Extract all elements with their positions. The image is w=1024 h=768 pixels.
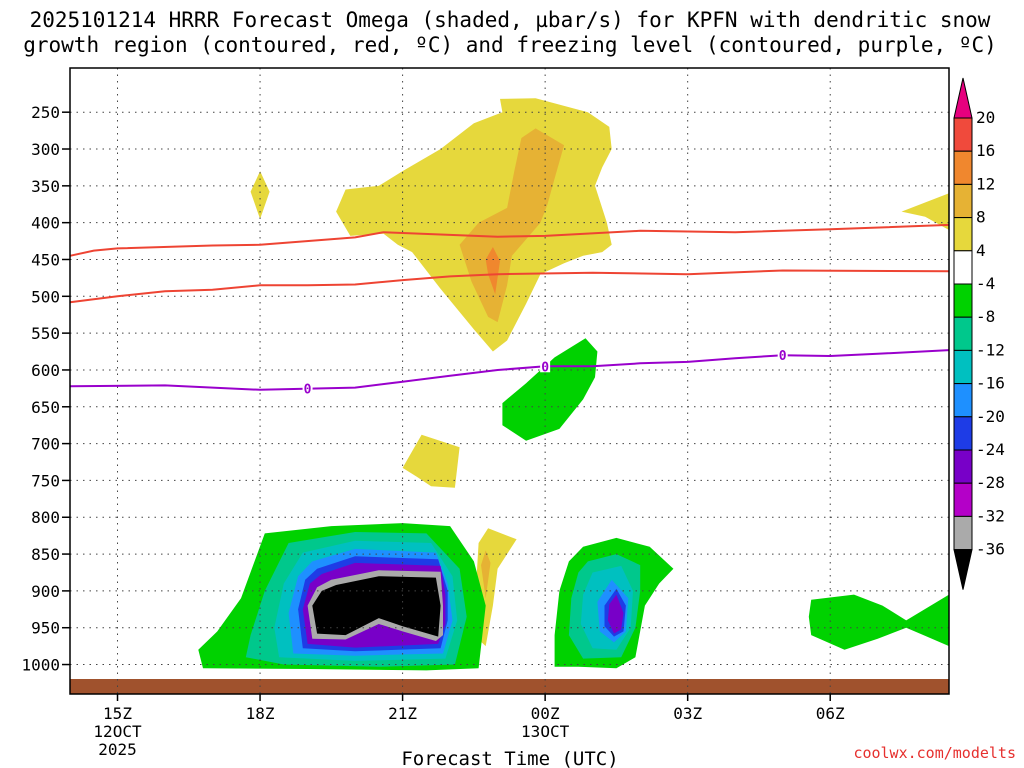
x-tick-label: 00Z xyxy=(531,704,560,723)
freezing-level-label: 0 xyxy=(779,349,787,364)
y-tick-label: 900 xyxy=(31,582,60,601)
y-tick-label: 250 xyxy=(31,103,60,122)
omega-region-right-green xyxy=(808,594,949,650)
colorbar-swatch xyxy=(953,349,973,385)
omega-region-orange-840 xyxy=(481,550,491,599)
omega-region-purple-925 xyxy=(607,594,624,634)
colorbar-swatch xyxy=(953,316,973,351)
colorbar-label: 20 xyxy=(976,108,995,127)
colorbar-label: -16 xyxy=(976,374,1005,393)
colorbar-swatch xyxy=(953,117,973,152)
x-axis-label: Forecast Time (UTC) xyxy=(401,748,618,768)
colorbar-label: -20 xyxy=(976,407,1005,426)
colorbar-top-arrow xyxy=(953,77,973,119)
chart-title-line2: growth region (contoured, red, ºC) and f… xyxy=(23,33,997,57)
colorbar-swatch xyxy=(953,283,973,318)
x-tick-label: 18Z xyxy=(246,704,275,723)
x-tick-label: 03Z xyxy=(673,704,702,723)
colorbar-label: -36 xyxy=(976,540,1005,559)
freezing-label-bg xyxy=(777,347,788,362)
y-tick-label: 700 xyxy=(31,435,60,454)
contour-lines: 0 0 0 xyxy=(69,223,950,398)
colorbar-swatch xyxy=(953,217,973,252)
colorbar-label: 4 xyxy=(976,241,986,260)
freezing-level-label: 0 xyxy=(304,383,312,398)
colorbar-swatch xyxy=(953,482,973,517)
colorbar-swatch xyxy=(953,515,973,551)
y-tick-label: 750 xyxy=(31,471,60,490)
y-tick-label: 350 xyxy=(31,177,60,196)
colorbar-swatch xyxy=(953,250,973,285)
y-tick-label: 1000 xyxy=(21,656,60,675)
credit-text: coolwx.com/modelts xyxy=(853,744,1016,762)
freezing-label-bg xyxy=(540,358,551,373)
omega-shaded-regions xyxy=(198,98,949,671)
y-tick-label: 550 xyxy=(31,324,60,343)
pressure-axis: 250 300 350 400 450 500 550 600 650 700 750 800 850 9… xyxy=(21,103,70,675)
omega-region-upper-yellow xyxy=(336,98,612,352)
chart-title-line1: 2025101214 HRRR Forecast Omega (shaded, … xyxy=(30,8,991,32)
colorbar-label: -28 xyxy=(976,473,1005,492)
colorbar-label: 12 xyxy=(976,174,995,193)
omega-region-upper-red xyxy=(485,247,500,295)
colorbar-legend: 20 16 12 8 4 -4 -8 -12 -16 -20 -24 -28 -32 -36 xyxy=(953,77,1005,590)
omega-region-right-yellow xyxy=(901,193,949,230)
y-tick-label: 300 xyxy=(31,140,60,159)
colorbar-swatch xyxy=(953,183,973,219)
x-tick-label: 2025 xyxy=(98,740,137,759)
y-tick-label: 950 xyxy=(31,619,60,638)
surface-ground xyxy=(70,679,949,694)
colorbar-swatch xyxy=(953,150,973,185)
colorbar-swatch xyxy=(953,449,973,484)
colorbar-label: 16 xyxy=(976,141,995,160)
freezing-level-line xyxy=(69,349,950,391)
colorbar-label: -32 xyxy=(976,506,1005,525)
x-tick-label: 15Z xyxy=(103,704,132,723)
colorbar-label: 8 xyxy=(976,208,986,227)
x-tick-label: 21Z xyxy=(388,704,417,723)
x-tick-label: 06Z xyxy=(816,704,845,723)
y-tick-label: 450 xyxy=(31,250,60,269)
omega-region-upper-orange xyxy=(459,128,565,323)
colorbar-label: -8 xyxy=(976,307,995,326)
freezing-level-label: 0 xyxy=(541,360,549,375)
colorbar-swatch xyxy=(953,383,973,418)
y-tick-label: 600 xyxy=(31,361,60,380)
freezing-label-bg xyxy=(302,380,313,395)
colorbar-label: -12 xyxy=(976,340,1005,359)
colorbar-bottom-arrow xyxy=(953,549,973,590)
omega-region-yellow-730 xyxy=(402,434,460,488)
y-tick-label: 650 xyxy=(31,398,60,417)
omega-region-diamond-350 xyxy=(250,171,270,219)
x-tick-label: 13OCT xyxy=(521,722,570,741)
colorbar-label: -4 xyxy=(976,274,995,293)
y-tick-label: 800 xyxy=(31,508,60,527)
plot-frame xyxy=(69,67,950,695)
dgz-line--18C xyxy=(69,269,950,304)
y-tick-label: 400 xyxy=(31,214,60,233)
y-tick-label: 500 xyxy=(31,287,60,306)
colorbar-swatch xyxy=(953,416,973,451)
omega-region-green-650 xyxy=(502,338,598,441)
colorbar-label: -24 xyxy=(976,440,1005,459)
dgz-line--12C xyxy=(69,223,950,257)
y-tick-label: 850 xyxy=(31,545,60,564)
x-tick-label: 12OCT xyxy=(93,722,142,741)
